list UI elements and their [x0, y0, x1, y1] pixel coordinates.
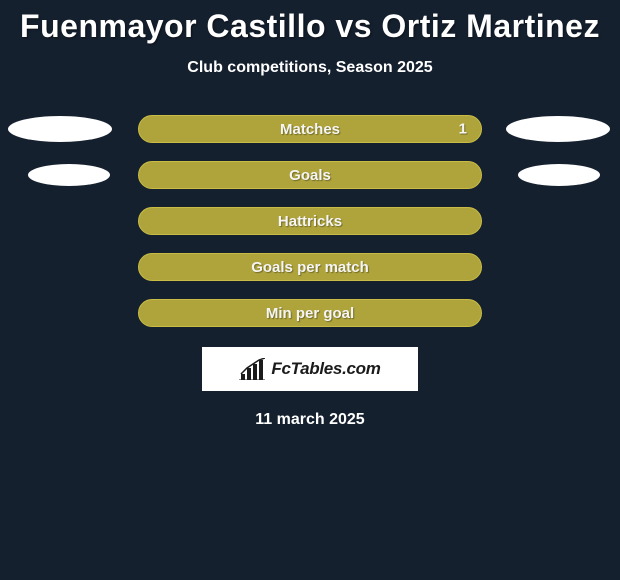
infographic-container: Fuenmayor Castillo vs Ortiz Martinez Clu…	[0, 0, 620, 429]
bar-wrap: Hattricks	[138, 207, 482, 235]
bar-wrap: Goals	[138, 161, 482, 189]
left-marker-ellipse	[28, 164, 110, 186]
stat-label: Matches	[280, 121, 340, 138]
branding-text: FcTables.com	[271, 359, 380, 379]
stat-row-goals-per-match: Goals per match	[0, 253, 620, 281]
left-marker-ellipse	[8, 116, 112, 142]
stat-bar: Goals	[138, 161, 482, 189]
stat-bar: Goals per match	[138, 253, 482, 281]
stat-label: Min per goal	[266, 305, 354, 322]
stat-label: Goals per match	[251, 259, 369, 276]
bar-wrap: Min per goal	[138, 299, 482, 327]
stat-row-min-per-goal: Min per goal	[0, 299, 620, 327]
bar-wrap: Matches 1	[138, 115, 482, 143]
bar-chart-icon	[239, 358, 265, 380]
stat-bar: Hattricks	[138, 207, 482, 235]
branding-box: FcTables.com	[202, 347, 418, 391]
right-marker-ellipse	[506, 116, 610, 142]
bar-wrap: Goals per match	[138, 253, 482, 281]
right-marker-ellipse	[518, 164, 600, 186]
footer-date: 11 march 2025	[255, 411, 364, 429]
stat-label: Goals	[289, 167, 331, 184]
stat-label: Hattricks	[278, 213, 342, 230]
page-subtitle: Club competitions, Season 2025	[187, 59, 432, 77]
stat-bar: Min per goal	[138, 299, 482, 327]
stat-bar: Matches 1	[138, 115, 482, 143]
stat-row-goals: Goals	[0, 161, 620, 189]
stat-row-hattricks: Hattricks	[0, 207, 620, 235]
stat-value: 1	[459, 121, 467, 138]
stat-row-matches: Matches 1	[0, 115, 620, 143]
stats-area: Matches 1 Goals Hattricks	[0, 115, 620, 327]
page-title: Fuenmayor Castillo vs Ortiz Martinez	[20, 8, 600, 45]
